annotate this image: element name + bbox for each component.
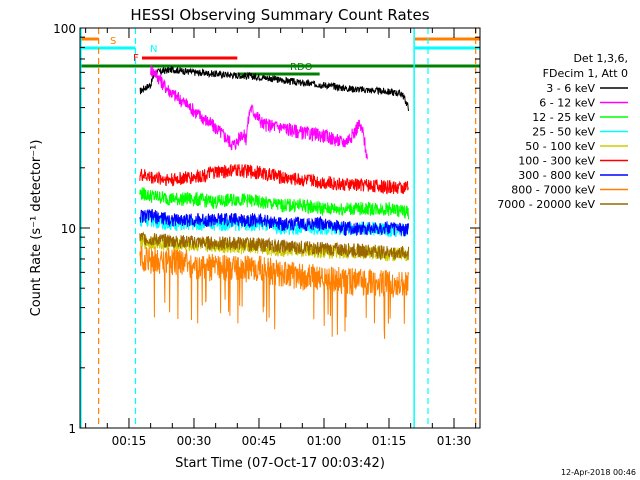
footer-date: 12-Apr-2018 00:46 — [561, 468, 636, 477]
series-line — [139, 66, 409, 112]
series-line — [139, 208, 409, 237]
flag-label: RDO — [290, 62, 313, 73]
series-line — [139, 231, 409, 261]
x-tick-label: 00:30 — [177, 434, 212, 448]
legend-header-line2: FDecim 1, Att 0 — [543, 67, 628, 80]
x-tick-label: 01:15 — [372, 434, 407, 448]
series-line — [139, 164, 409, 195]
x-tick-label: 00:45 — [242, 434, 277, 448]
series-line — [139, 245, 409, 339]
flag-label: S — [110, 36, 116, 47]
legend-entry-label: 3 - 6 keV — [546, 82, 595, 95]
y-axis: 1 10 100 — [53, 22, 480, 436]
y-tick-label: 10 — [61, 222, 76, 236]
series-layer — [139, 65, 409, 339]
y-axis-label: Count Rate (s⁻¹ detector⁻¹) — [29, 140, 44, 317]
legend-entry-label: 7000 - 20000 keV — [497, 198, 595, 211]
y-tick-label: 1 — [68, 422, 76, 436]
legend-entry-label: 6 - 12 keV — [539, 97, 595, 110]
legend-entry-label: 12 - 25 keV — [532, 111, 595, 124]
legend-header-line1: Det 1,3,6, — [573, 52, 628, 65]
legend: Det 1,3,6, FDecim 1, Att 0 3 - 6 keV 6 - … — [497, 52, 628, 211]
legend-entry-label: 800 - 7000 keV — [511, 184, 595, 197]
legend-entry-label: 300 - 800 keV — [518, 169, 595, 182]
legend-entry-label: 25 - 50 keV — [532, 126, 595, 139]
flag-label: N — [150, 44, 157, 55]
y-tick-label: 100 — [53, 22, 76, 36]
chart-title: HESSI Observing Summary Count Rates — [130, 6, 429, 24]
series-line — [139, 187, 409, 220]
x-tick-label: 00:15 — [112, 434, 147, 448]
legend-entry-label: 50 - 100 keV — [525, 140, 595, 153]
legend-entry-label: 100 - 300 keV — [518, 155, 595, 168]
x-axis-label: Start Time (07-Oct-17 00:03:42) — [175, 456, 385, 471]
flag-bars: SNFRDO — [80, 36, 480, 76]
x-axis: 00:15 00:30 00:45 01:00 01:15 01:30 — [85, 28, 477, 448]
x-tick-label: 01:30 — [437, 434, 472, 448]
series-line — [150, 65, 368, 160]
x-tick-label: 01:00 — [307, 434, 342, 448]
